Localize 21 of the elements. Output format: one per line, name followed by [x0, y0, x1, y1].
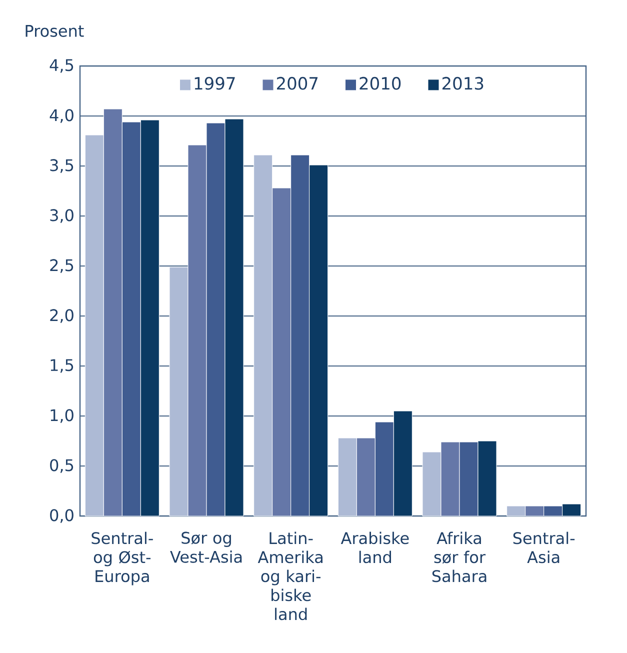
y-tick-label: 3,5: [50, 159, 74, 173]
y-tick-label: 4,5: [50, 59, 74, 73]
legend-label: 2010: [360, 76, 401, 90]
y-tick-label: 0,5: [50, 459, 74, 473]
y-tick-label: 2,0: [50, 309, 74, 323]
legend-label: 2013: [442, 76, 484, 90]
x-tick-label: Latin-Amerika og kari-biske land: [258, 532, 322, 620]
y-axis-title: Prosent: [26, 25, 84, 37]
y-tick-label: 0,0: [50, 509, 74, 523]
legend-label: 1997: [194, 76, 235, 90]
x-tick-label: Sentral- og Øst-Europa: [92, 532, 153, 586]
y-tick-label: 1,5: [50, 359, 74, 373]
y-tick-label: 4,0: [50, 109, 74, 123]
legend-label: 2007: [276, 76, 318, 90]
x-tick-label: Sør og Vest-Asia: [170, 532, 242, 563]
y-tick-label: 1,0: [50, 409, 74, 423]
x-tick-label: Afrika sør for Sahara: [432, 532, 486, 582]
x-tick-label: Sentral-Asia: [513, 532, 575, 564]
y-tick-label: 3,0: [50, 209, 74, 223]
y-tick-label: 2,5: [50, 259, 74, 273]
x-tick-label: Arabiske land: [340, 532, 409, 564]
